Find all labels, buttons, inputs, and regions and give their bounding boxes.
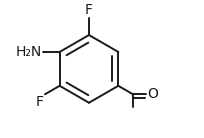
- Text: F: F: [85, 3, 93, 17]
- Text: F: F: [36, 95, 44, 109]
- Text: H₂N: H₂N: [16, 45, 42, 59]
- Text: O: O: [147, 87, 158, 101]
